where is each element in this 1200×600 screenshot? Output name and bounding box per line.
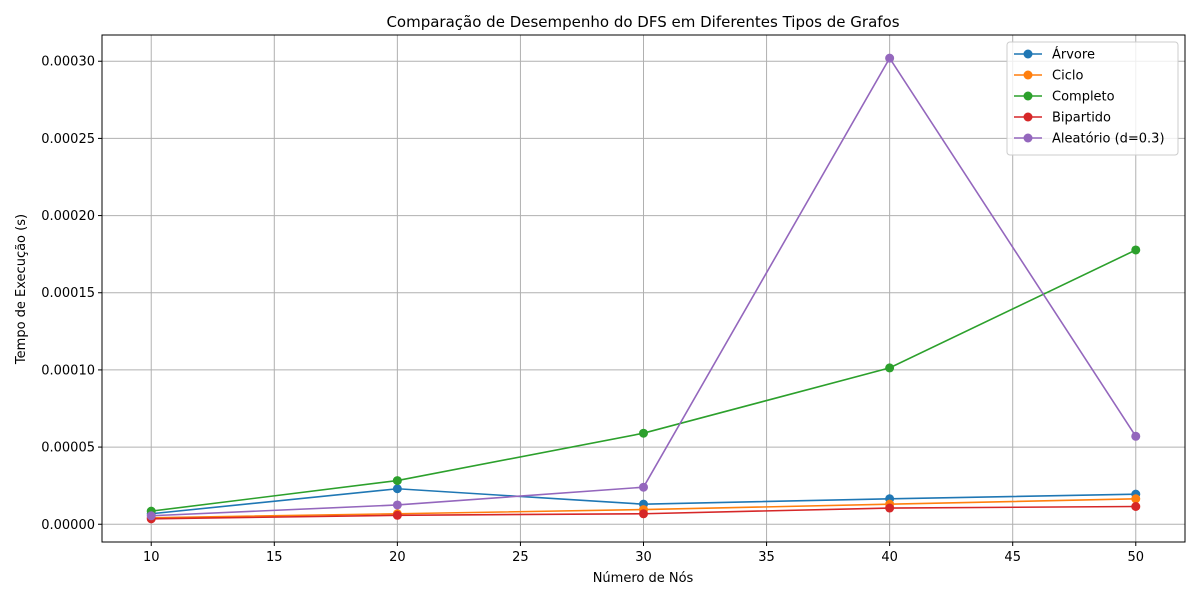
data-point (1131, 494, 1141, 504)
x-tick-label: 10 (143, 550, 160, 565)
data-point (639, 482, 648, 492)
x-tick-label: 25 (512, 550, 529, 565)
legend-label: Bipartido (1052, 111, 1111, 126)
legend-label: Aleatório (d=0.3) (1052, 132, 1165, 147)
data-point (885, 363, 895, 373)
y-tick-label: 0.00025 (41, 132, 95, 147)
y-tick-label: 0.00000 (41, 518, 95, 533)
legend-item: Árvore (1014, 47, 1095, 63)
legend-item: Completo (1014, 90, 1115, 105)
x-axis-label: Número de Nós (593, 571, 694, 586)
y-tick-label: 0.00020 (41, 209, 95, 224)
legend-marker (1023, 112, 1033, 122)
data-point (639, 509, 648, 519)
x-tick-label: 50 (1127, 550, 1144, 565)
legend-marker (1023, 91, 1033, 101)
y-axis-label: Tempo de Execução (s) (14, 214, 29, 365)
data-point (1131, 245, 1141, 255)
legend-item: Aleatório (d=0.3) (1014, 132, 1165, 147)
y-tick-label: 0.00005 (41, 441, 95, 456)
data-point (1131, 502, 1141, 512)
legend-label: Ciclo (1052, 69, 1083, 84)
y-tick-label: 0.00015 (41, 286, 95, 301)
data-point (146, 511, 156, 521)
series (146, 245, 1141, 516)
data-point (392, 476, 402, 486)
series (146, 53, 1141, 521)
legend-item: Bipartido (1014, 111, 1111, 126)
x-tick-label: 35 (758, 550, 775, 565)
legend-marker (1023, 133, 1033, 143)
data-point (885, 53, 895, 63)
legend: Árvore Ciclo Completo Bipartido Aleatório (d… (1006, 41, 1179, 156)
legend-marker (1023, 49, 1033, 59)
data-point (392, 484, 402, 494)
data-point (885, 503, 895, 513)
x-tick-label: 20 (389, 550, 406, 565)
y-tick-label: 0.00030 (41, 55, 95, 70)
data-point (392, 510, 402, 520)
data-point (392, 500, 402, 510)
x-tick-label: 15 (266, 550, 283, 565)
x-tick-label: 30 (635, 550, 652, 565)
y-tick-label: 0.00010 (41, 363, 95, 378)
data-point (639, 428, 648, 438)
legend-label: Árvore (1052, 47, 1095, 63)
axis-ticks: 10 15 20 25 30 35 40 45 50 0.00000 0.00005 0.00010 0… (41, 55, 1144, 565)
series (146, 502, 1141, 524)
x-tick-label: 45 (1004, 550, 1021, 565)
chart-title: Comparação de Desempenho do DFS em Difer… (386, 13, 899, 31)
legend-item: Ciclo (1014, 69, 1083, 84)
legend-marker (1023, 70, 1033, 80)
legend-label: Completo (1052, 90, 1115, 105)
legend-box (1006, 41, 1179, 156)
data-point (1131, 431, 1141, 441)
series-layer (146, 53, 1141, 524)
x-tick-label: 40 (881, 550, 898, 565)
